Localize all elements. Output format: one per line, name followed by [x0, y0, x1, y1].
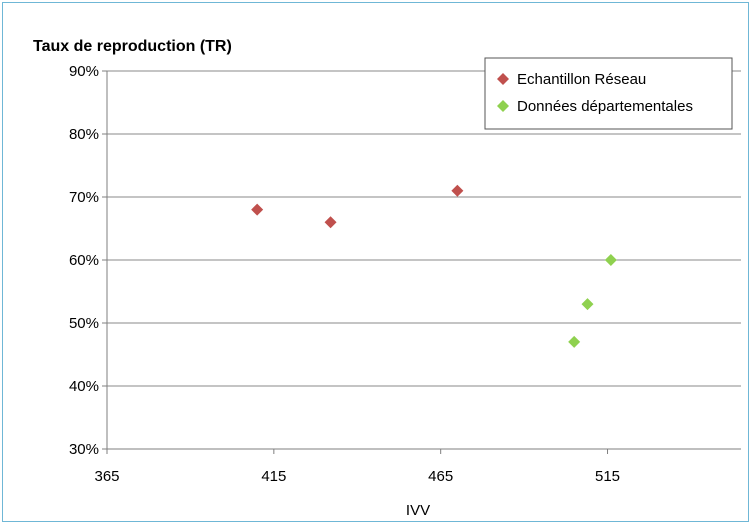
x-tick-label-0: 365	[94, 468, 119, 485]
y-tick-label-6: 90%	[69, 63, 99, 80]
scatter-chart: Taux de reproduction (TR) IVV 30% 40% 50% 6…	[33, 38, 741, 519]
data-points	[251, 184, 617, 348]
y-tick-label-2: 50%	[69, 315, 99, 332]
y-tick-label-3: 60%	[69, 252, 99, 269]
gridlines	[107, 70, 741, 387]
axes	[102, 70, 741, 454]
legend-marker-0	[497, 73, 509, 85]
point-series1-1	[581, 298, 594, 311]
x-tick-label-3: 515	[595, 468, 620, 485]
x-tick-label-1: 415	[261, 468, 286, 485]
y-tick-label-1: 40%	[69, 378, 99, 395]
point-series1-0	[568, 335, 581, 348]
y-axis-title: Taux de reproduction (TR)	[33, 38, 232, 55]
point-series0-1	[324, 216, 337, 229]
x-axis-title: IVV	[406, 502, 430, 519]
point-series0-2	[451, 184, 464, 197]
x-tick-labels: 365 415 465 515	[94, 468, 620, 485]
legend-box	[484, 57, 733, 130]
legend-label-1: Données départementales	[517, 98, 693, 115]
point-series1-2	[604, 254, 617, 266]
y-tick-labels: 30% 40% 50% 60% 70% 80% 90%	[69, 63, 99, 458]
legend-marker-1	[497, 100, 509, 112]
y-tick-label-0: 30%	[69, 441, 99, 458]
point-series0-0	[251, 203, 264, 216]
x-tick-label-2: 465	[428, 468, 453, 485]
legend-label-0: Echantillon Réseau	[517, 71, 646, 88]
y-tick-label-5: 80%	[69, 126, 99, 143]
legend: Echantillon Réseau Données départementale…	[484, 57, 733, 130]
y-tick-label-4: 70%	[69, 189, 99, 206]
